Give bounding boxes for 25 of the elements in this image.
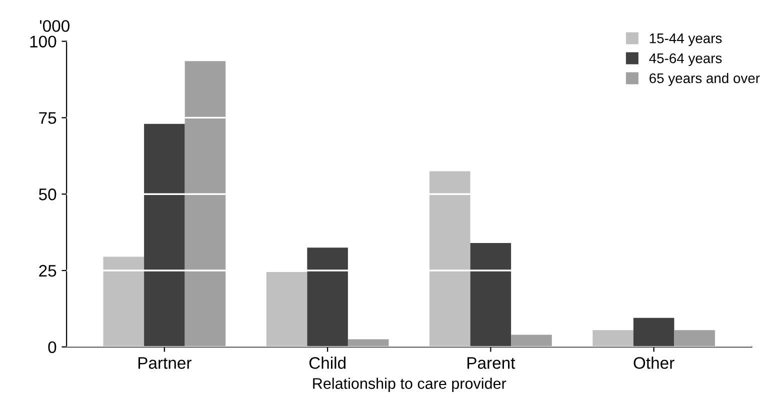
bar [592,330,634,347]
bar [307,248,348,347]
y-axis-title: '000 [40,20,70,32]
bar [103,256,144,347]
bar [470,243,512,347]
legend-label: 65 years and over [650,72,760,86]
bar [184,61,226,347]
bar [511,334,552,347]
x-tick-label: Partner [138,357,192,369]
x-tick-label: Parent [467,357,516,369]
bar [430,171,470,347]
bar [144,124,185,347]
x-axis-title: Relationship to care provider [313,378,506,392]
legend-label: 15-44 years [650,34,722,46]
y-tick-label: 0 [48,341,56,354]
y-tick-label: 50 [38,188,56,200]
y-tick-label: 100 [30,36,56,48]
x-tick-label: Child [309,356,346,369]
bar [674,330,715,347]
bar [633,318,674,347]
x-tick-label: Other [634,356,674,369]
legend-label: 45-64 years [649,53,722,66]
bar [266,272,308,347]
y-tick-label: 25 [39,264,56,277]
y-tick-label: 75 [39,112,56,124]
